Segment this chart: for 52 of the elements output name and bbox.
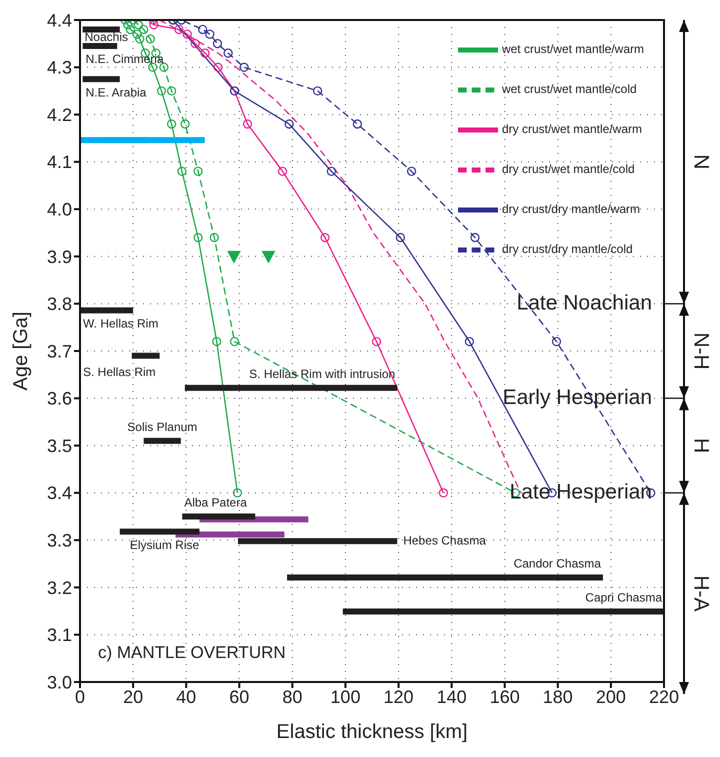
y-tick-label: 3.7 — [46, 341, 72, 362]
x-axis-title: Elastic thickness [km] — [276, 721, 468, 743]
x-tick-label: 200 — [596, 686, 626, 707]
series-label: Elysium Rise — [130, 538, 200, 552]
y-tick-label: 4.3 — [46, 58, 72, 78]
x-tick-label: 160 — [490, 686, 520, 707]
y-tick-label: 3.0 — [46, 672, 72, 692]
series-label: S. Hellas Rim — [83, 364, 156, 379]
text: H — [689, 438, 712, 454]
x-tick-label: 220 — [648, 686, 680, 707]
legend-label: wet crust/wet mantle/cold — [502, 82, 637, 96]
series-label: W. Hellas Rim — [83, 316, 158, 331]
x-tick-label: 80 — [282, 686, 302, 707]
y-tick-label: 3.6 — [46, 388, 72, 409]
x-tick-label: 60 — [229, 686, 250, 707]
ref-line-label: Early Hesperian — [502, 386, 652, 409]
text: c) MANTLE OVERTURN — [98, 643, 286, 662]
series-label: Candor Chasma — [514, 556, 602, 571]
series-label: Solis Planum — [127, 420, 198, 434]
x-tick-label: 100 — [330, 686, 360, 707]
series-label: Capri Chasma — [585, 590, 662, 605]
y-tick-label: 3.3 — [46, 530, 72, 551]
y-tick-label: 3.1 — [46, 625, 72, 646]
y-tick-label: 3.4 — [46, 483, 72, 504]
y-tick-label: 4.0 — [46, 200, 72, 220]
series-label: Noachis — [84, 30, 128, 44]
y-tick-label: 3.5 — [46, 436, 72, 456]
x-tick-label: 180 — [542, 686, 573, 707]
y-tick-label: 4.2 — [46, 104, 72, 125]
legend-label: dry crust/wet mantle/warm — [502, 122, 642, 136]
x-tick-label: 0 — [74, 686, 86, 707]
x-tick-label: 20 — [123, 686, 144, 707]
y-tick-label: 4.4 — [46, 10, 72, 30]
text: N-H — [689, 332, 712, 370]
y-axis-title: Age [Ga] — [10, 312, 32, 390]
x-tick-label: 140 — [436, 686, 467, 707]
legend-label: dry crust/dry mantle/warm — [502, 202, 640, 216]
legend-label: wet crust/wet mantle/warm — [502, 42, 644, 56]
text: N — [689, 154, 712, 170]
series-label: Hebes Chasma — [403, 533, 486, 548]
legend-label: dry crust/dry mantle/cold — [502, 242, 633, 256]
y-tick-label: 3.2 — [46, 578, 72, 598]
legend-label: dry crust/wet mantle/cold — [502, 162, 635, 176]
text: H-A — [689, 575, 712, 612]
y-tick-label: 3.8 — [46, 294, 72, 314]
y-tick-label: 3.9 — [46, 246, 72, 267]
y-tick-label: 4.1 — [46, 152, 72, 172]
series-label: Alba Patera — [184, 496, 248, 510]
series-label: N.E. Arabia — [86, 85, 147, 100]
ref-line-label: Late Noachian — [516, 291, 652, 314]
x-tick-label: 120 — [384, 686, 414, 707]
x-tick-label: 40 — [176, 686, 196, 707]
